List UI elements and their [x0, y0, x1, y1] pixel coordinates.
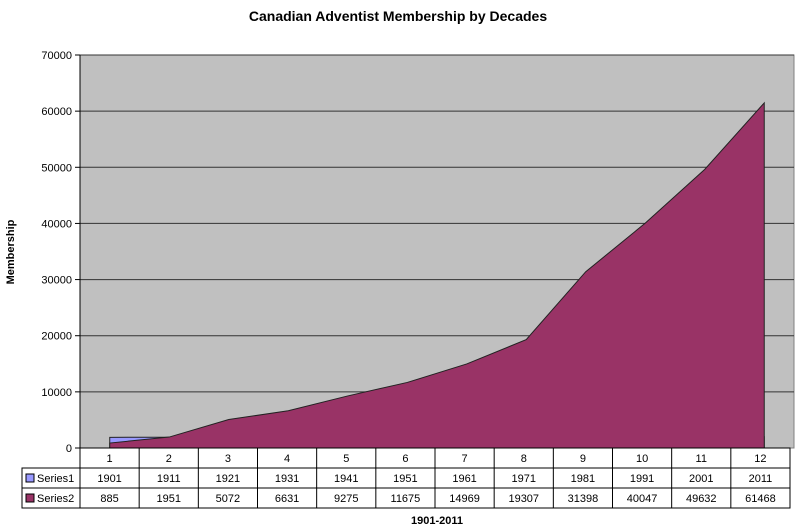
- y-tick-label: 0: [66, 443, 72, 455]
- data-label: 1911: [157, 473, 181, 485]
- data-label: 885: [100, 493, 118, 505]
- category-label: 4: [284, 453, 290, 465]
- data-label: 40047: [627, 493, 658, 505]
- data-label: 6631: [275, 493, 299, 505]
- y-tick-label: 40000: [41, 218, 72, 230]
- category-label: 9: [580, 453, 586, 465]
- data-label: 9275: [334, 493, 358, 505]
- y-tick-label: 30000: [41, 275, 72, 287]
- data-label: 1901: [97, 473, 121, 485]
- data-label: 1981: [571, 473, 595, 485]
- y-tick-label: 10000: [41, 387, 72, 399]
- data-label: 61468: [745, 493, 776, 505]
- data-label: 1921: [216, 473, 240, 485]
- category-label: 3: [225, 453, 231, 465]
- data-label: 11675: [391, 493, 421, 505]
- legend-label: Series2: [37, 493, 74, 505]
- data-label: 1951: [157, 493, 181, 505]
- x-axis-label: 1901-2011: [411, 515, 463, 527]
- legend-key: [25, 493, 35, 503]
- data-label: 1931: [275, 473, 299, 485]
- category-label: 1: [107, 453, 113, 465]
- category-label: 5: [343, 453, 349, 465]
- area-series-2: [109, 101, 765, 449]
- data-label: 1951: [393, 473, 417, 485]
- category-label: 2: [166, 453, 172, 465]
- category-label: 11: [696, 453, 707, 465]
- category-label: 8: [521, 453, 527, 465]
- y-tick-label: 50000: [41, 162, 72, 174]
- category-label: 12: [754, 453, 766, 465]
- category-label: 10: [636, 453, 648, 465]
- data-label: 5072: [216, 493, 240, 505]
- y-tick-label: 20000: [41, 331, 72, 343]
- category-label: 7: [462, 453, 468, 465]
- data-label: 1971: [512, 473, 536, 485]
- legend-label: Series1: [37, 473, 74, 485]
- y-tick-label: 60000: [41, 106, 72, 118]
- data-label: 19307: [508, 493, 539, 505]
- chart-title: Canadian Adventist Membership by Decades: [249, 8, 547, 24]
- data-label: 49632: [686, 493, 717, 505]
- data-label: 2011: [749, 473, 773, 485]
- y-axis-label: Membership: [5, 219, 17, 284]
- data-label: 1941: [334, 473, 358, 485]
- data-label: 1991: [630, 473, 654, 485]
- data-label: 2001: [689, 473, 713, 485]
- data-label: 14969: [449, 493, 480, 505]
- data-label: 31398: [568, 493, 599, 505]
- data-label: 1961: [452, 473, 476, 485]
- legend-key: [25, 473, 35, 483]
- category-label: 6: [402, 453, 408, 465]
- y-tick-label: 70000: [41, 50, 72, 62]
